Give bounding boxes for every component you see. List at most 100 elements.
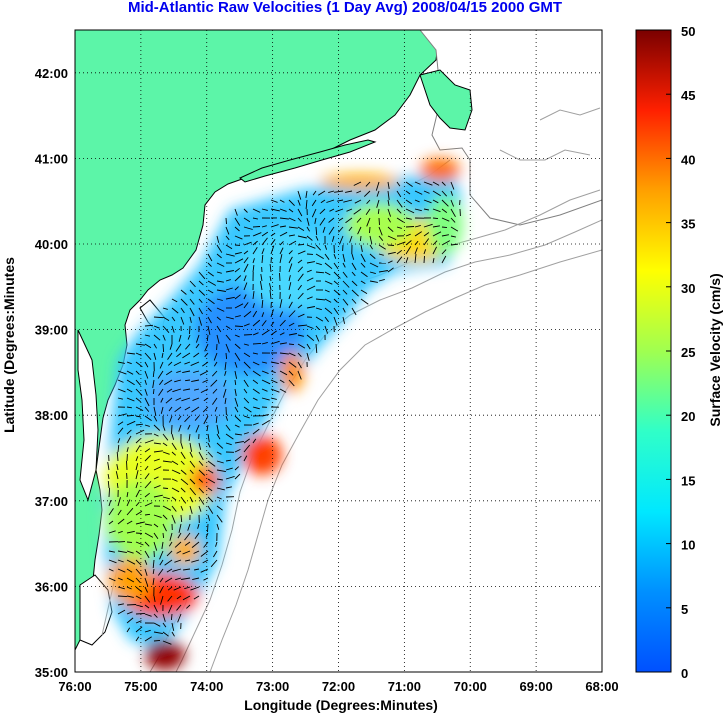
vector-arrow bbox=[171, 505, 177, 512]
vector-arrow bbox=[269, 276, 272, 282]
vector-arrow bbox=[144, 502, 153, 507]
vector-arrow bbox=[144, 636, 152, 642]
vector-arrow bbox=[171, 307, 179, 314]
vector-arrow bbox=[279, 352, 289, 355]
vector-arrow bbox=[279, 241, 284, 246]
vector-arrow bbox=[378, 244, 386, 250]
vector-arrow bbox=[194, 532, 200, 540]
vector-arrow bbox=[117, 388, 126, 393]
x-tick-label: 70:00 bbox=[454, 679, 487, 694]
vector-arrow bbox=[333, 298, 338, 303]
vector-arrow bbox=[180, 307, 185, 314]
vector-arrow bbox=[203, 541, 209, 548]
vector-arrow bbox=[270, 340, 280, 345]
vector-arrow bbox=[261, 231, 269, 237]
x-tick-label: 71:00 bbox=[388, 679, 421, 694]
vector-arrow bbox=[243, 294, 247, 300]
vector-arrow bbox=[180, 316, 185, 325]
vector-arrow bbox=[182, 550, 191, 555]
vector-arrow bbox=[167, 595, 173, 602]
vector-arrow bbox=[135, 423, 143, 426]
vector-arrow bbox=[450, 190, 454, 196]
vector-arrow bbox=[153, 442, 161, 445]
vector-arrow bbox=[261, 379, 271, 385]
vector-arrow bbox=[252, 352, 258, 355]
vector-arrow bbox=[216, 253, 222, 259]
vector-arrow bbox=[306, 296, 313, 300]
vector-arrow bbox=[387, 251, 396, 255]
vector-arrow bbox=[144, 595, 151, 603]
vector-arrow bbox=[234, 286, 239, 291]
vector-arrow bbox=[342, 280, 350, 288]
vector-arrow bbox=[107, 474, 110, 480]
vector-arrow bbox=[387, 208, 392, 217]
vector-arrow bbox=[176, 550, 182, 554]
vector-arrow bbox=[234, 208, 238, 216]
vector-arrow bbox=[252, 406, 260, 410]
vector-arrow bbox=[189, 451, 194, 458]
vector-arrow bbox=[108, 550, 115, 553]
vector-arrow bbox=[305, 190, 308, 198]
vector-arrow bbox=[107, 462, 110, 471]
vector-arrow bbox=[152, 379, 155, 388]
vector-arrow bbox=[279, 208, 287, 212]
vector-arrow bbox=[153, 613, 158, 618]
vector-arrow bbox=[193, 352, 200, 358]
vector-arrow bbox=[405, 257, 409, 264]
vector-arrow bbox=[178, 523, 182, 533]
vector-arrow bbox=[116, 464, 119, 471]
vector-arrow bbox=[167, 361, 173, 366]
vector-arrow bbox=[185, 559, 191, 562]
vector-arrow bbox=[234, 473, 241, 480]
vector-arrow bbox=[212, 397, 218, 405]
vector-arrow bbox=[108, 508, 114, 516]
vector-arrow bbox=[198, 496, 205, 505]
vector-arrow bbox=[343, 199, 353, 203]
vector-arrow bbox=[144, 559, 148, 565]
vector-arrow bbox=[207, 253, 213, 262]
x-tick-label: 76:00 bbox=[58, 679, 91, 694]
vector-arrow bbox=[376, 190, 380, 197]
vector-arrow bbox=[322, 226, 326, 233]
vector-arrow bbox=[243, 275, 247, 282]
vector-arrow bbox=[306, 261, 315, 264]
vector-arrow bbox=[206, 424, 209, 431]
vector-arrow bbox=[207, 487, 213, 492]
vector-arrow bbox=[353, 181, 362, 186]
vector-arrow bbox=[252, 246, 258, 255]
vector-arrow bbox=[450, 226, 459, 232]
vector-arrow bbox=[162, 343, 165, 353]
vector-arrow bbox=[378, 217, 380, 226]
vector-arrow bbox=[135, 612, 146, 615]
vector-arrow bbox=[432, 199, 439, 204]
vector-arrow bbox=[423, 181, 433, 186]
vector-arrow bbox=[306, 285, 316, 291]
vector-arrow bbox=[225, 334, 231, 341]
vector-arrow bbox=[269, 283, 272, 291]
vector-arrow bbox=[191, 406, 200, 413]
vector-arrow bbox=[324, 244, 328, 250]
vector-arrow bbox=[414, 231, 422, 237]
vector-arrow bbox=[108, 577, 116, 582]
vector-arrow bbox=[117, 595, 128, 598]
vector-arrow bbox=[243, 226, 253, 230]
vector-arrow bbox=[164, 559, 173, 566]
vector-arrow bbox=[234, 303, 244, 309]
vector-arrow bbox=[225, 226, 230, 235]
vector-arrow bbox=[396, 249, 403, 255]
vector-arrow bbox=[183, 568, 191, 571]
vector-arrow bbox=[288, 226, 298, 229]
vector-arrow bbox=[288, 217, 296, 222]
vector-arrow bbox=[162, 532, 165, 539]
vector-arrow bbox=[297, 324, 308, 327]
vector-arrow bbox=[214, 406, 218, 412]
vector-arrow bbox=[168, 406, 173, 412]
vector-arrow bbox=[306, 235, 313, 241]
vector-arrow bbox=[441, 208, 448, 213]
vector-arrow bbox=[180, 487, 186, 493]
vector-arrow bbox=[117, 530, 123, 534]
vector-arrow bbox=[144, 550, 150, 559]
vector-arrow bbox=[224, 397, 227, 404]
vector-arrow bbox=[319, 208, 326, 215]
vector-arrow bbox=[135, 470, 139, 480]
